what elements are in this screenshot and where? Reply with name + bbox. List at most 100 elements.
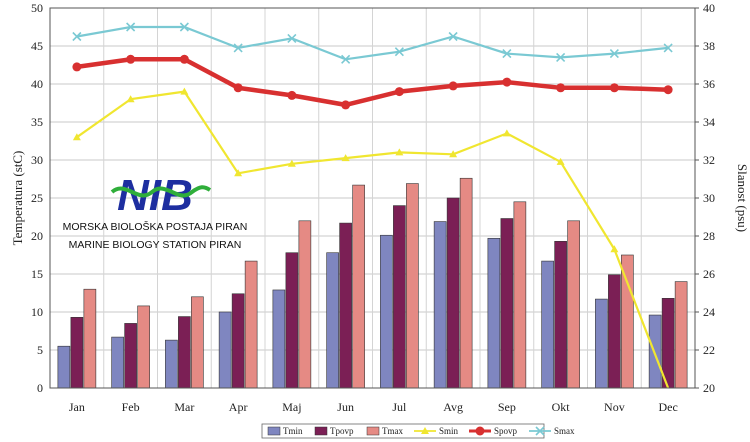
point-smax-stroke [556, 52, 566, 62]
bar-tmax [298, 220, 312, 389]
y-tick-label: 20 [31, 229, 43, 243]
bar-tpovp [500, 218, 514, 389]
point-smin [502, 129, 511, 137]
point-smax-stroke [233, 43, 243, 53]
legend-marker [535, 426, 545, 436]
y2-tick-label: 22 [703, 343, 715, 357]
point-smax-stroke [609, 49, 619, 59]
legend-swatch [267, 426, 281, 436]
x-tick-label: Dec [658, 400, 677, 414]
bar-tpovp [70, 317, 84, 389]
legend-item-smax: Smax [529, 426, 575, 436]
y-tick-label: 40 [31, 77, 43, 91]
point-smin [556, 157, 565, 165]
x-tick-label: Nov [604, 400, 625, 414]
bar-tmin [487, 237, 501, 389]
point-smin [395, 148, 404, 156]
point-smax [72, 31, 82, 42]
bar-tmin [380, 234, 393, 389]
point-smax-stroke [287, 33, 297, 43]
lines [72, 22, 673, 389]
bar-tmin [218, 311, 232, 389]
point-smax [448, 31, 458, 42]
bar-tmax [244, 260, 258, 389]
bar-tpovp [608, 274, 621, 389]
x-tick-label: Jul [392, 400, 407, 414]
bar-tmin [111, 336, 124, 389]
line-spovp [76, 57, 669, 108]
point-smax [233, 43, 243, 53]
point-smax-stroke [394, 47, 404, 57]
bar-tpovp [285, 252, 299, 389]
bar-tmin [165, 339, 178, 389]
plot-frame [49, 7, 696, 389]
nib-logo-graphic: NIB [110, 171, 212, 220]
logo-line2: MARINE BIOLOGY STATION PIRAN [69, 239, 242, 251]
point-smin [126, 95, 135, 103]
point-spovp [609, 83, 619, 93]
point-spovp [126, 54, 136, 64]
point-spovp [72, 62, 82, 72]
legend-item-smin: Smin [414, 426, 459, 436]
y2-tick-label: 26 [703, 267, 715, 281]
bar-tpovp [178, 316, 191, 389]
point-smin [449, 150, 458, 158]
point-spovp [341, 100, 351, 110]
y-tick-label: 45 [31, 39, 43, 53]
point-smax-stroke [179, 22, 189, 32]
y2-tick-label: 40 [703, 1, 715, 15]
x-tick-label: Maj [282, 400, 301, 414]
logo-wave-icon [110, 185, 212, 198]
y-tick-label: 30 [31, 153, 43, 167]
legend-marker [475, 426, 485, 436]
point-smin [72, 133, 81, 141]
legend-item-tmin: Tmin [267, 426, 303, 436]
legend-item-tmax: Tmax [366, 426, 403, 436]
point-spovp [394, 87, 404, 97]
point-smax [287, 33, 297, 43]
point-spovp [663, 85, 673, 95]
bar-tpovp [339, 222, 352, 389]
y2-tick-label: 30 [703, 191, 715, 205]
legend-swatch [366, 426, 380, 436]
point-spovp [448, 81, 458, 91]
bar-tmax [352, 184, 365, 389]
bar-tmax [137, 305, 150, 389]
point-smax [609, 49, 619, 59]
legend-item-tpovp: Tpovp [314, 426, 354, 436]
point-spovp [502, 77, 512, 87]
point-smax-stroke [502, 49, 512, 59]
point-smax [556, 52, 566, 62]
bar-tmin [326, 252, 339, 389]
bar-tmin [595, 298, 608, 389]
y2-tick-label: 32 [703, 153, 715, 167]
x-tick-label: Avg [443, 400, 463, 414]
x-tick-label: Apr [229, 400, 248, 414]
bar-tmax [83, 288, 97, 389]
y2-tick-label: 24 [703, 305, 715, 319]
point-smax [663, 43, 673, 53]
logo: NIB MORSKA BIOLOŠKA POSTAJA PIRAN MARINE… [63, 171, 248, 251]
line-smax [76, 25, 669, 61]
y2-tick-label: 36 [703, 77, 715, 91]
x-tick-label: Mar [174, 400, 194, 414]
point-spovp [233, 83, 243, 93]
point-smin [234, 169, 243, 177]
bar-tmax [674, 281, 688, 389]
point-smax-stroke [126, 22, 136, 32]
bar-tpovp [124, 323, 137, 389]
y-tick-label: 10 [31, 305, 43, 319]
axes: 0 5 10 15 20 25 30 35 40 45 50 20 22 24 26 28 30 32 34 36 38… [10, 1, 750, 414]
line-smin [76, 90, 670, 389]
legend-marker [421, 427, 429, 434]
point-smin [610, 245, 619, 253]
bars [57, 177, 688, 389]
point-smax [341, 54, 351, 64]
legend-swatch [314, 426, 328, 436]
point-smin [341, 154, 350, 162]
legend-marker-stroke [535, 426, 545, 436]
legend-label: Tmin [283, 426, 303, 436]
bar-tmax [513, 201, 527, 389]
legend: Tmin Tpovp Tmax Smin Spovp Smax [261, 423, 575, 439]
y-axis-title: Temperatura (stC) [10, 151, 25, 246]
